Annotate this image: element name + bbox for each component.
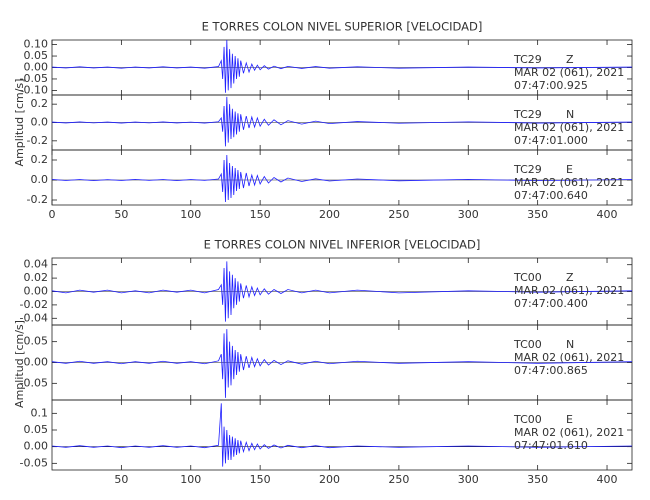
trace [51, 403, 633, 467]
trace [51, 154, 633, 203]
y-tick-label: -0.05 [20, 376, 48, 389]
x-tick-label: 400 [597, 473, 618, 486]
date-label: MAR 02 (061), 2021 [514, 284, 624, 297]
station-label: TC00 [513, 413, 542, 426]
y-tick-label: 0.00 [24, 285, 49, 298]
x-tick-label: 350 [527, 208, 548, 221]
y-tick-label: 0.0 [31, 173, 49, 186]
x-tick-label: 200 [319, 208, 340, 221]
date-label: MAR 02 (061), 2021 [514, 176, 624, 189]
y-tick-label: 0.10 [24, 38, 49, 51]
time-label: 07:47:01.000 [514, 134, 588, 147]
y-axis-label: Amplitud [cm/s] [13, 79, 26, 167]
component-label: N [566, 338, 574, 351]
time-label: 07:47:00.925 [514, 79, 588, 92]
component-label: E [566, 163, 573, 176]
component-label: Z [566, 271, 574, 284]
station-label: TC00 [513, 271, 542, 284]
y-tick-label: 0.00 [24, 440, 49, 453]
x-tick-label: 50 [114, 208, 128, 221]
x-tick-label: 300 [458, 473, 479, 486]
panel-frame [51, 149, 633, 206]
panel-frame [51, 399, 633, 471]
y-tick-label: 0.00 [24, 356, 49, 369]
x-tick-label: 200 [319, 473, 340, 486]
x-tick-label: 250 [388, 473, 409, 486]
y-tick-label: 0.05 [24, 335, 49, 348]
chart-title: E TORRES COLON NIVEL INFERIOR [VELOCIDAD… [204, 238, 481, 252]
trace [51, 329, 633, 398]
x-tick-label: 300 [458, 208, 479, 221]
y-tick-label: 0.2 [31, 153, 49, 166]
y-tick-label: 0.1 [31, 406, 49, 419]
x-tick-label: 400 [597, 208, 618, 221]
y-tick-label: -0.05 [20, 72, 48, 85]
trace [51, 96, 633, 147]
x-tick-label: 250 [388, 208, 409, 221]
x-tick-label: 50 [114, 473, 128, 486]
time-label: 07:47:00.865 [514, 364, 588, 377]
time-label: 07:47:00.640 [514, 189, 588, 202]
y-tick-label: -0.2 [27, 193, 48, 206]
y-tick-label: -0.04 [20, 311, 48, 324]
y-axis-label: Amplitud [cm/s] [13, 320, 26, 408]
station-label: TC29 [513, 108, 542, 121]
y-tick-label: 0.0 [31, 116, 49, 129]
time-label: 07:47:00.400 [514, 297, 588, 310]
y-tick-label: 0.2 [31, 97, 49, 110]
date-label: MAR 02 (061), 2021 [514, 426, 624, 439]
station-label: TC29 [513, 53, 542, 66]
x-tick-label: 150 [250, 473, 271, 486]
y-tick-label: 0.05 [24, 423, 49, 436]
date-label: MAR 02 (061), 2021 [514, 121, 624, 134]
y-tick-label: 0.02 [24, 271, 49, 284]
date-label: MAR 02 (061), 2021 [514, 66, 624, 79]
x-tick-label: 350 [527, 473, 548, 486]
y-tick-label: 0.05 [24, 49, 49, 62]
x-tick-label: 0 [49, 208, 56, 221]
x-tick-label: 100 [180, 208, 201, 221]
y-tick-label: -0.02 [20, 298, 48, 311]
date-label: MAR 02 (061), 2021 [514, 351, 624, 364]
x-tick-label: 150 [250, 208, 271, 221]
y-tick-label: 0.04 [24, 258, 49, 271]
y-tick-label: -0.2 [27, 134, 48, 147]
trace [51, 39, 633, 93]
station-label: TC29 [513, 163, 542, 176]
station-label: TC00 [513, 338, 542, 351]
time-label: 07:47:01.610 [514, 439, 588, 452]
y-tick-label: -0.05 [20, 456, 48, 469]
y-tick-label: -0.10 [20, 83, 48, 96]
trace [51, 261, 633, 322]
x-tick-label: 100 [180, 473, 201, 486]
component-label: Z [566, 53, 574, 66]
component-label: E [566, 413, 573, 426]
component-label: N [566, 108, 574, 121]
chart-title: E TORRES COLON NIVEL SUPERIOR [VELOCIDAD… [202, 20, 483, 34]
y-tick-label: 0.00 [24, 61, 49, 74]
